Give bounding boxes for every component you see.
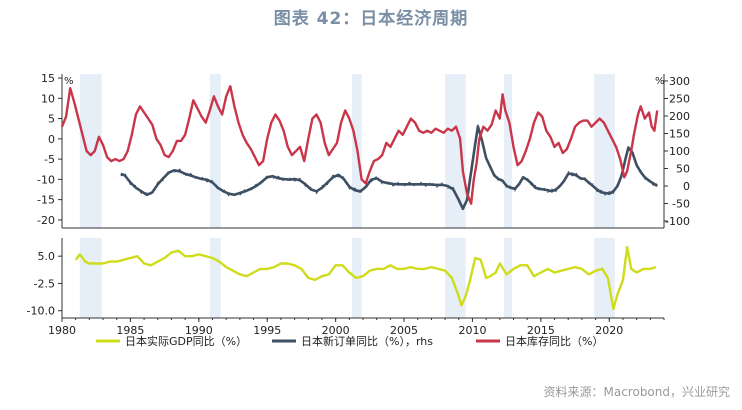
left-tick-label: 5 (48, 113, 55, 126)
right-tick-label: 0 (683, 180, 690, 193)
x-tick-label: 2005 (390, 324, 418, 337)
left-unit-label: % (64, 76, 74, 87)
orders-dashed-line (120, 124, 658, 208)
left-tick-label: 0 (48, 133, 55, 146)
x-tick-label: 1990 (185, 324, 213, 337)
left-tick-label: -20 (37, 214, 55, 227)
recession-shade-bottom (79, 238, 102, 318)
x-tick-label: 1995 (253, 324, 281, 337)
left-tick-label: -5 (44, 153, 55, 166)
right-tick-label: 100 (669, 145, 690, 158)
inventory-line (60, 85, 659, 205)
source-note: 资料来源：Macrobond，兴业研究 (543, 385, 731, 399)
right-tick-label: -100 (665, 215, 690, 228)
chart-title: 图表 42：日本经济周期 (273, 9, 469, 29)
recession-shade-top (445, 74, 466, 228)
recession-shade-bottom (503, 238, 513, 318)
left-tick-label: -15 (37, 194, 55, 207)
bottom-tick-label: -10.0 (27, 305, 55, 318)
x-tick-label: 2000 (322, 324, 350, 337)
recession-shade-bottom (445, 238, 466, 318)
right-tick-label: 250 (669, 93, 690, 106)
left-tick-label: 15 (41, 72, 55, 85)
bottom-tick-label: -2.5 (34, 277, 55, 290)
recession-shade-bottom (594, 238, 615, 318)
right-tick-label: 300 (669, 75, 690, 88)
x-tick-label: 2010 (458, 324, 486, 337)
x-tick-label: 2020 (595, 324, 623, 337)
x-tick-label: 1985 (116, 324, 144, 337)
gdp-line (74, 245, 657, 311)
legend-label: 日本库存同比（%） (505, 334, 603, 348)
orders-line (120, 125, 658, 211)
recession-shade-bottom (209, 238, 221, 318)
left-tick-label: 10 (41, 92, 55, 105)
x-tick-label: 1980 (48, 324, 76, 337)
legend-label: 日本新订单同比（%），rhs (301, 334, 433, 348)
left-tick-label: -10 (37, 173, 55, 186)
right-tick-label: -50 (672, 198, 690, 211)
right-tick-label: 200 (669, 110, 690, 123)
right-unit-label: % (655, 76, 665, 87)
legend-label: 日本实际GDP同比（%） (125, 334, 247, 348)
recession-shade-top (594, 74, 615, 228)
recession-shade-top (209, 74, 221, 228)
bottom-tick-label: 5.0 (38, 250, 56, 263)
right-tick-label: 150 (669, 128, 690, 141)
recession-shade-top (79, 74, 102, 228)
recession-shade-top (503, 74, 513, 228)
right-tick-label: 50 (676, 163, 690, 176)
x-tick-label: 2015 (527, 324, 555, 337)
